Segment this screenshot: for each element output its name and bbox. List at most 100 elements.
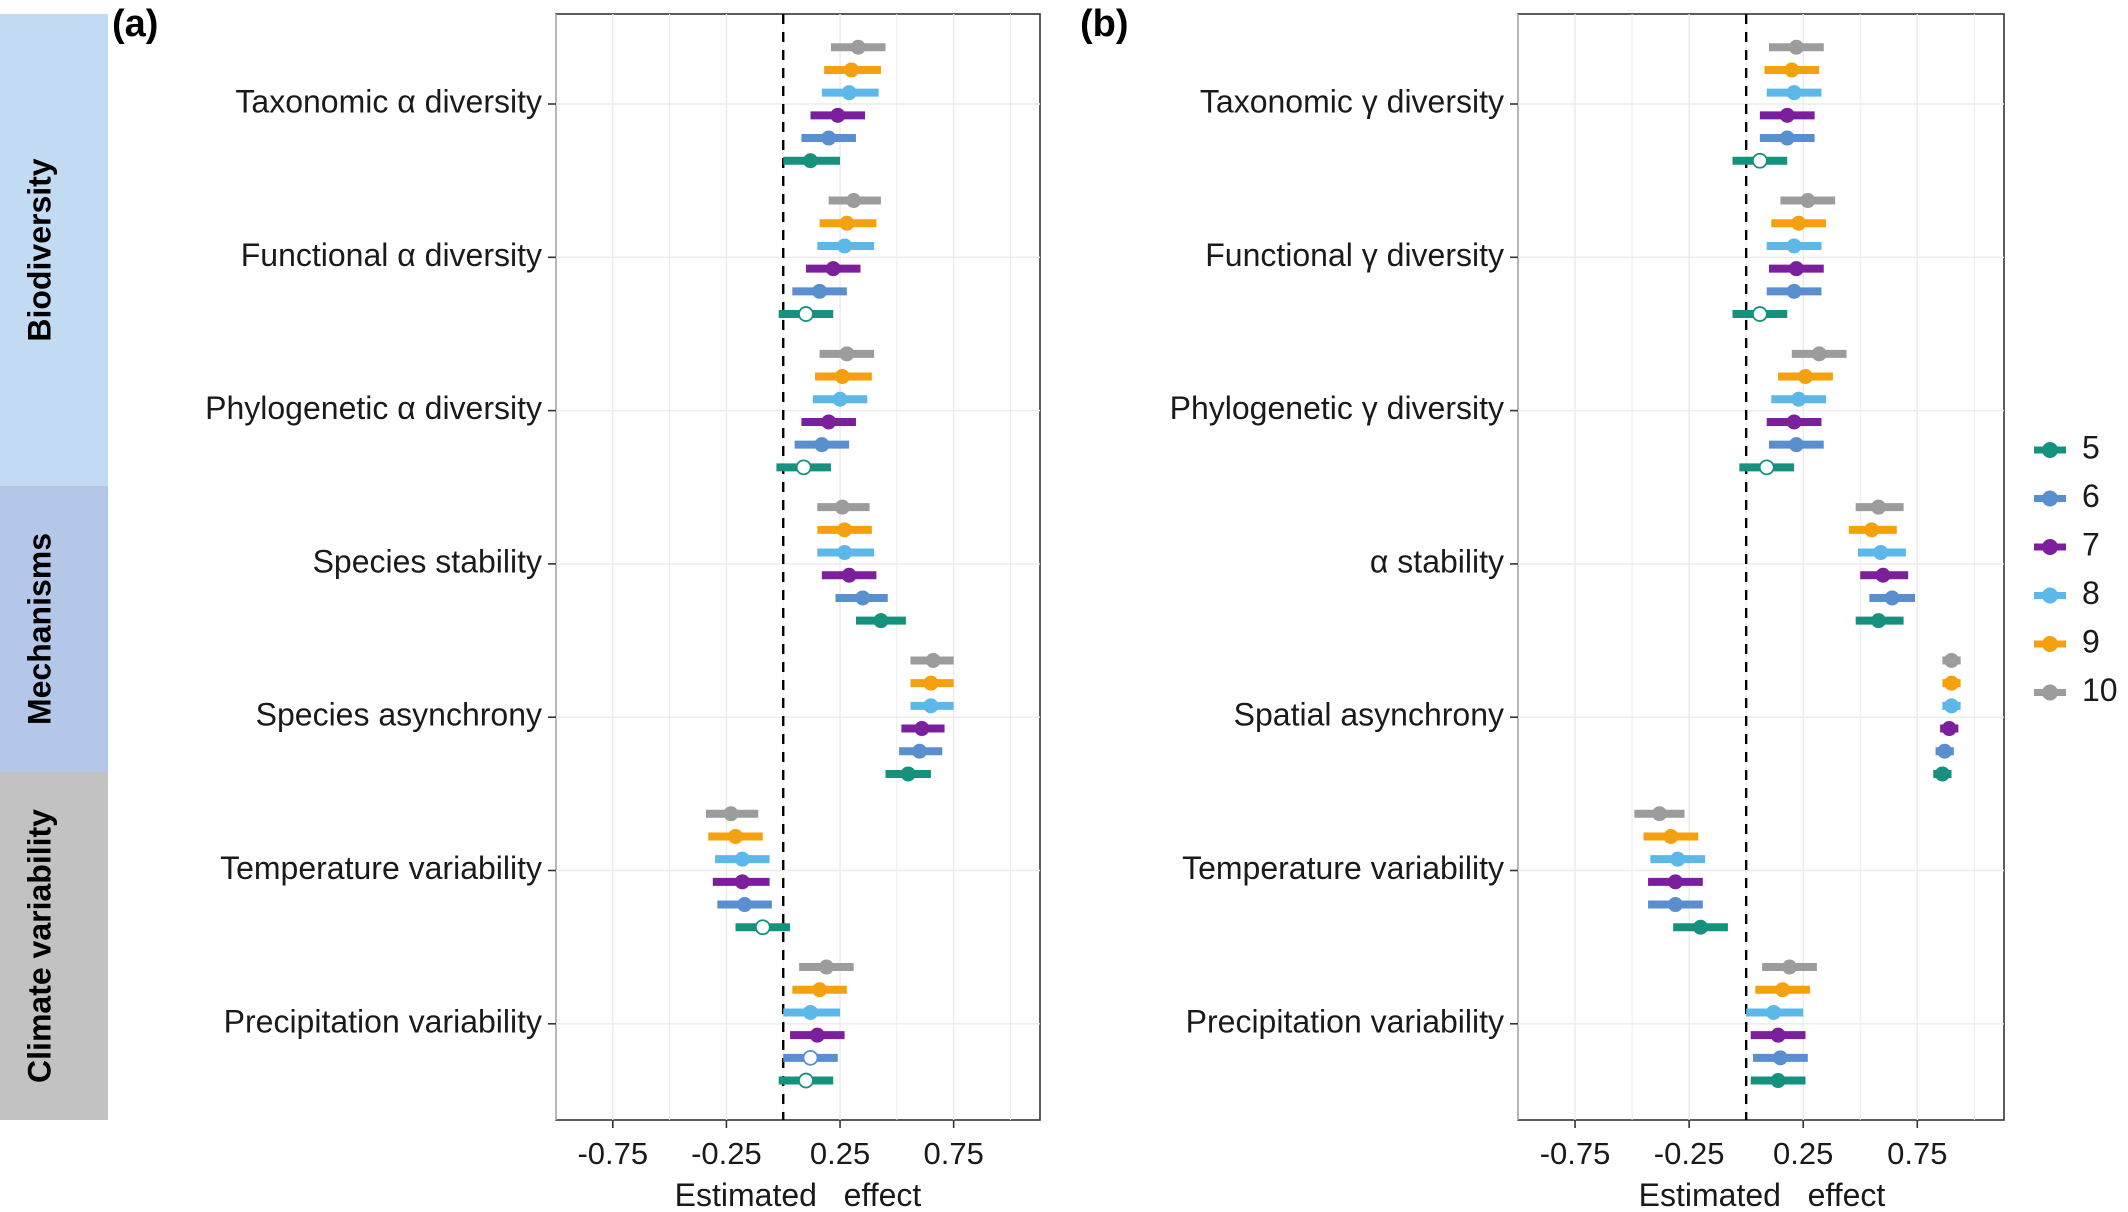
point-estimate — [1772, 1050, 1788, 1066]
point-estimate — [1786, 85, 1802, 101]
point-estimate — [1791, 391, 1807, 407]
point-estimate — [1797, 369, 1813, 385]
point-estimate — [734, 851, 750, 867]
point-estimate — [850, 39, 866, 55]
point-estimate — [839, 215, 855, 231]
point-estimate — [912, 743, 928, 759]
point-estimate — [1944, 652, 1960, 668]
point-estimate — [1884, 590, 1900, 606]
point-estimate — [723, 806, 739, 822]
strip-label-mechanisms: Mechanisms — [21, 533, 57, 725]
point-estimate-ns — [754, 919, 771, 936]
y-category-label: Species asynchrony — [256, 697, 542, 733]
strip-panel: Biodiversity Mechanisms Climate variabil… — [0, 14, 108, 1120]
point-estimate-ns — [1751, 306, 1768, 322]
y-category-label: Functional γ diversity — [1205, 237, 1504, 273]
x-tick-label: -0.75 — [577, 1136, 648, 1171]
point-estimate — [1788, 39, 1804, 55]
point-estimate — [825, 261, 841, 277]
point-estimate — [1651, 806, 1667, 822]
point-estimate — [1766, 1004, 1782, 1020]
point-estimate — [1944, 698, 1960, 714]
point-estimate — [1934, 766, 1950, 782]
point-estimate — [814, 437, 830, 453]
point-estimate — [734, 874, 750, 890]
point-estimate — [1800, 193, 1816, 209]
point-estimate — [900, 766, 916, 782]
point-estimate — [1791, 215, 1807, 231]
x-tick-label: 0.25 — [810, 1136, 870, 1171]
point-estimate — [1811, 346, 1827, 362]
plot-frame-b — [1517, 13, 2005, 1121]
legend: 5 6 7 8 9 10 — [2034, 429, 2118, 708]
point-estimate — [841, 567, 857, 583]
panel-a: (a) Taxonomic α diversity Functional α di… — [112, 3, 1041, 1212]
point-estimate — [834, 369, 850, 385]
y-category-label: Phylogenetic α diversity — [205, 390, 542, 426]
point-estimate — [818, 959, 834, 975]
strip-label-biodiversity: Biodiversity — [21, 158, 57, 341]
strip-biodiversity — [0, 14, 108, 486]
point-estimate — [855, 590, 871, 606]
point-estimate — [1782, 959, 1798, 975]
point-estimate — [1693, 919, 1709, 935]
y-category-label: Temperature variability — [1182, 850, 1504, 886]
y-category-label: Taxonomic α diversity — [235, 83, 542, 119]
plot-frame-a — [555, 13, 1041, 1121]
point-estimate — [841, 85, 857, 101]
point-estimate — [832, 391, 848, 407]
point-estimate — [1663, 828, 1679, 844]
legend-label: 9 — [2082, 623, 2100, 659]
point-estimate — [837, 522, 853, 538]
point-estimate — [839, 346, 855, 362]
y-category-label: Phylogenetic γ diversity — [1170, 390, 1504, 426]
x-tick-label: -0.25 — [691, 1136, 762, 1171]
panel-b: (b) Taxonomic γ diversity Functional γ di… — [1080, 3, 2005, 1212]
point-estimate-ns — [1751, 152, 1768, 169]
x-axis-title-a: Estimated effect — [675, 1177, 922, 1212]
point-estimate — [846, 193, 862, 209]
y-category-label: Precipitation variability — [1186, 1003, 1504, 1039]
legend-label: 6 — [2082, 478, 2100, 514]
point-estimate — [1784, 62, 1800, 78]
point-estimate — [1670, 851, 1686, 867]
point-estimate — [821, 414, 837, 430]
panel-label-a: (a) — [112, 3, 158, 45]
x-tick-label: -0.75 — [1540, 1136, 1611, 1171]
point-estimate — [837, 545, 853, 561]
y-category-label: Functional α diversity — [241, 237, 542, 273]
point-estimate — [1788, 437, 1804, 453]
panel-label-b: (b) — [1080, 3, 1129, 45]
point-estimate — [1779, 130, 1795, 146]
x-axis-title-b: Estimated effect — [1639, 1177, 1886, 1212]
point-estimate — [812, 283, 828, 299]
legend-key-point — [2042, 442, 2058, 458]
point-estimate — [802, 1004, 818, 1020]
y-category-label: Taxonomic γ diversity — [1200, 83, 1504, 119]
point-estimate — [1770, 1073, 1786, 1089]
point-estimate — [1875, 567, 1891, 583]
point-estimate — [925, 652, 941, 668]
point-estimate — [834, 499, 850, 515]
point-estimate — [837, 238, 853, 254]
x-tick-label: -0.25 — [1654, 1136, 1725, 1171]
point-estimate — [1786, 414, 1802, 430]
point-estimate-ns — [798, 306, 814, 322]
point-estimate — [1667, 874, 1683, 890]
legend-label: 10 — [2082, 672, 2118, 708]
point-estimate — [1944, 675, 1960, 691]
point-estimate — [1871, 499, 1887, 515]
point-estimate — [812, 982, 828, 998]
point-estimate — [1871, 613, 1887, 629]
y-category-label: Temperature variability — [220, 850, 542, 886]
point-estimate — [1937, 743, 1953, 759]
point-estimate — [737, 897, 753, 913]
point-estimate — [728, 828, 744, 844]
point-estimate — [809, 1027, 825, 1043]
point-estimate — [873, 613, 889, 629]
x-tick-label: 0.75 — [1887, 1136, 1947, 1171]
point-estimate — [830, 107, 846, 123]
point-estimate — [1667, 897, 1683, 913]
point-estimate-ns — [802, 1049, 819, 1066]
